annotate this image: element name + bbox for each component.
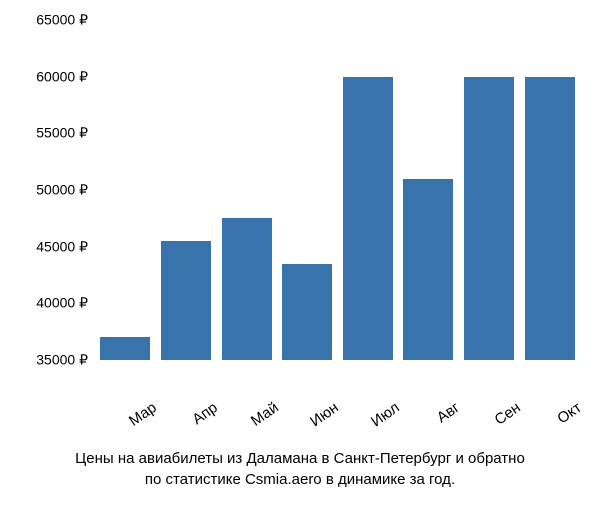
bar	[343, 77, 393, 360]
price-chart: 35000 ₽ 40000 ₽ 45000 ₽ 50000 ₽ 55000 ₽ 60000…	[20, 20, 580, 400]
x-tick-label: Июл	[352, 399, 403, 442]
bar	[100, 337, 150, 360]
x-tick-label: Мар	[109, 399, 160, 442]
y-tick-label: 55000 ₽	[36, 125, 88, 142]
bar-wrapper	[222, 218, 272, 360]
y-tick-label: 60000 ₽	[36, 68, 88, 85]
bar-wrapper	[282, 264, 332, 360]
x-tick-label: Июн	[291, 399, 342, 442]
y-tick-label: 50000 ₽	[36, 182, 88, 199]
bar	[282, 264, 332, 360]
chart-caption: Цены на авиабилеты из Даламана в Санкт-П…	[0, 448, 600, 490]
bar	[403, 179, 453, 360]
y-tick-label: 65000 ₽	[36, 12, 88, 29]
bar	[525, 77, 575, 360]
bar	[161, 241, 211, 360]
y-axis: 35000 ₽40000 ₽45000 ₽50000 ₽55000 ₽60000…	[20, 20, 88, 360]
bar-wrapper	[525, 77, 575, 360]
bars-group	[95, 20, 580, 360]
bar-wrapper	[343, 77, 393, 360]
bar-wrapper	[464, 77, 514, 360]
bar-wrapper	[100, 337, 150, 360]
x-tick-label: Авг	[412, 399, 463, 442]
caption-line-1: Цены на авиабилеты из Даламана в Санкт-П…	[10, 448, 590, 469]
x-tick-label: Сен	[473, 399, 524, 442]
y-tick-label: 40000 ₽	[36, 295, 88, 312]
bar	[222, 218, 272, 360]
y-tick-label: 45000 ₽	[36, 238, 88, 255]
bar-wrapper	[161, 241, 211, 360]
bar	[464, 77, 514, 360]
x-tick-label: Окт	[534, 399, 585, 442]
plot-area	[95, 20, 580, 360]
x-tick-label: Апр	[170, 399, 221, 442]
caption-line-2: по статистике Csmia.aero в динамике за г…	[10, 469, 590, 490]
y-tick-label: 35000 ₽	[36, 352, 88, 369]
x-tick-label: Май	[231, 399, 282, 442]
x-axis-labels: МарАпрМайИюнИюлАвгСенОкт	[95, 391, 580, 408]
bar-wrapper	[403, 179, 453, 360]
